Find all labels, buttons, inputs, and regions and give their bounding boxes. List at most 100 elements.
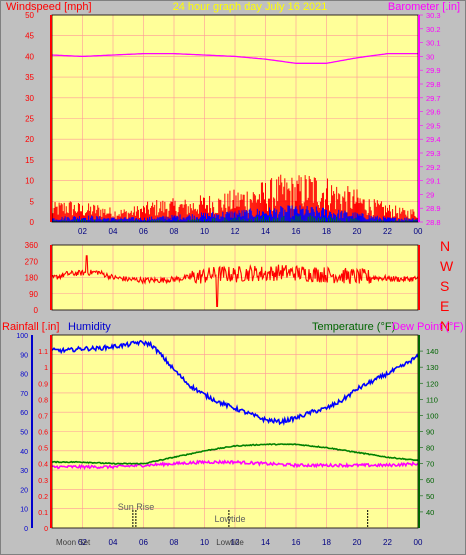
barometer-y-tick-label: 29.4 bbox=[426, 135, 441, 144]
direction-letter-n-bottom: N bbox=[440, 318, 450, 334]
humidity-y-tick-label: 100 bbox=[16, 333, 28, 340]
humidity-x-tick-label: 00 bbox=[414, 538, 423, 547]
moonset-label: Moon Set bbox=[56, 538, 91, 547]
dewpoint-line bbox=[51, 459, 419, 471]
humidity-x-tick-label: 06 bbox=[139, 538, 148, 547]
temperature-y-tick-label: 130 bbox=[426, 363, 439, 372]
humidity-x-tick-label: 10 bbox=[200, 538, 209, 547]
rainfall-y-tick-label: 0.9 bbox=[38, 381, 48, 388]
direction-y-tick-label: 90 bbox=[29, 290, 38, 299]
wind-y-tick-label: 35 bbox=[25, 73, 34, 82]
wind-y-tick-label: 10 bbox=[25, 177, 34, 186]
windspeed-axis-label: Windspeed [mph] bbox=[6, 1, 92, 13]
humidity-y-tick-label: 60 bbox=[20, 410, 28, 417]
temperature-y-tick-label: 80 bbox=[426, 444, 434, 453]
humidity-y-tick-label: 30 bbox=[20, 468, 28, 475]
barometer-y-tick-label: 29.6 bbox=[426, 108, 441, 117]
barometer-y-tick-label: 29.8 bbox=[426, 80, 441, 89]
wind-direction-panel: 0 90 180 270 360 bbox=[25, 241, 420, 315]
barometer-y-tick-label: 29.7 bbox=[426, 94, 441, 103]
wind-x-tick-label: 20 bbox=[353, 227, 362, 236]
wind-y-tick-label: 15 bbox=[25, 156, 34, 165]
lowtide-label-upper: Lowtide bbox=[214, 514, 245, 524]
direction-y-tick-label: 180 bbox=[25, 274, 39, 283]
wind-x-tick-label: 06 bbox=[139, 227, 148, 236]
direction-letters: N W S E N bbox=[440, 238, 454, 334]
rainfall-y-tick-label: 0.7 bbox=[38, 413, 48, 420]
wind-x-tick-label: 02 bbox=[78, 227, 87, 236]
humidity-axis-label: Humidity bbox=[68, 321, 111, 333]
barometer-y-tick-label: 29.9 bbox=[426, 66, 441, 75]
wind-x-tick-label: 10 bbox=[200, 227, 209, 236]
humidity-temperature-panel: 010203040506070809010000.10.20.30.40.50.… bbox=[16, 333, 438, 547]
rainfall-y-tick-label: 0.3 bbox=[38, 478, 48, 485]
humidity-y-tick-label: 50 bbox=[20, 430, 28, 437]
lowtide-label-lower: Lowtide bbox=[216, 538, 244, 547]
wind-y-tick-label: 50 bbox=[25, 11, 34, 20]
barometer-y-tick-label: 28.9 bbox=[426, 204, 441, 213]
wind-x-tick-label: 16 bbox=[292, 227, 301, 236]
humidity-x-tick-label: 20 bbox=[353, 538, 362, 547]
wind-x-tick-label: 22 bbox=[383, 227, 392, 236]
direction-letter-s: S bbox=[440, 278, 449, 294]
humidity-x-tick-label: 16 bbox=[292, 538, 301, 547]
humidity-line bbox=[51, 339, 419, 426]
barometer-y-tick-label: 28.8 bbox=[426, 218, 441, 227]
barometer-y-tick-label: 30.1 bbox=[426, 39, 441, 48]
wind-y-tick-label: 20 bbox=[25, 135, 34, 144]
humidity-y-tick-label: 90 bbox=[20, 352, 28, 359]
temperature-y-tick-label: 70 bbox=[426, 460, 434, 469]
barometer-y-tick-label: 29.5 bbox=[426, 121, 441, 130]
temperature-line bbox=[52, 443, 419, 465]
rainfall-y-tick-label: 0.5 bbox=[38, 446, 48, 453]
barometer-axis-label: Barometer [.in] bbox=[388, 1, 460, 13]
wind-direction-line bbox=[51, 255, 419, 307]
direction-letter-e: E bbox=[440, 298, 449, 314]
wind-y-tick-label: 40 bbox=[25, 52, 34, 61]
barometer-y-tick-label: 30.3 bbox=[426, 11, 441, 20]
humidity-x-tick-label: 12 bbox=[231, 538, 240, 547]
temperature-y-tick-label: 100 bbox=[426, 411, 439, 420]
humidity-x-tick-label: 04 bbox=[109, 538, 118, 547]
wind-x-tick-label: 04 bbox=[109, 227, 118, 236]
wind-x-tick-label: 14 bbox=[261, 227, 270, 236]
rainfall-y-tick-label: 0.2 bbox=[38, 494, 48, 501]
wind-x-tick-label: 00 bbox=[414, 227, 423, 236]
wind-y-tick-label: 30 bbox=[25, 94, 34, 103]
dewpoint-axis-label: Dew Point (°F) bbox=[392, 321, 464, 333]
barometer-y-tick-label: 29 bbox=[426, 190, 434, 199]
humidity-y-tick-label: 70 bbox=[20, 391, 28, 398]
barometer-y-tick-label: 30.2 bbox=[426, 25, 441, 34]
barometer-y-tick-label: 29.3 bbox=[426, 149, 441, 158]
rainfall-y-tick-label: 0.8 bbox=[38, 397, 48, 404]
temperature-y-tick-label: 140 bbox=[426, 347, 439, 356]
sunrise-label: Sun Rise bbox=[118, 502, 155, 512]
temperature-y-tick-label: 40 bbox=[426, 508, 434, 517]
temperature-y-tick-label: 50 bbox=[426, 492, 434, 501]
temperature-y-tick-label: 60 bbox=[426, 476, 434, 485]
humidity-x-tick-label: 08 bbox=[170, 538, 179, 547]
rainfall-y-tick-label: 0 bbox=[44, 526, 48, 533]
temperature-axis-label: Temperature (°F) bbox=[312, 321, 395, 333]
rainfall-axis-label: Rainfall [.in] bbox=[2, 321, 59, 333]
humidity-y-tick-label: 20 bbox=[20, 487, 28, 494]
humidity-y-tick-label: 80 bbox=[20, 372, 28, 379]
wind-x-tick-label: 18 bbox=[322, 227, 331, 236]
temperature-y-tick-label: 120 bbox=[426, 379, 439, 388]
barometer-line bbox=[51, 52, 418, 64]
humidity-x-tick-label: 02 bbox=[78, 538, 87, 547]
wind-x-tick-label: 08 bbox=[170, 227, 179, 236]
wind-y-tick-label: 25 bbox=[25, 115, 34, 124]
wind-x-tick-label: 12 bbox=[231, 227, 240, 236]
direction-y-tick-label: 270 bbox=[25, 257, 39, 266]
humidity-y-tick-label: 40 bbox=[20, 449, 28, 456]
barometer-y-tick-label: 29.2 bbox=[426, 163, 441, 172]
rainfall-y-tick-label: 0.1 bbox=[38, 510, 48, 517]
humidity-y-tick-label: 10 bbox=[20, 507, 28, 514]
humidity-x-tick-label: 18 bbox=[322, 538, 331, 547]
direction-y-tick-label: 0 bbox=[34, 306, 39, 315]
wind-y-tick-label: 0 bbox=[30, 218, 35, 227]
temperature-y-tick-label: 90 bbox=[426, 428, 434, 437]
direction-y-tick-label: 360 bbox=[25, 241, 39, 250]
